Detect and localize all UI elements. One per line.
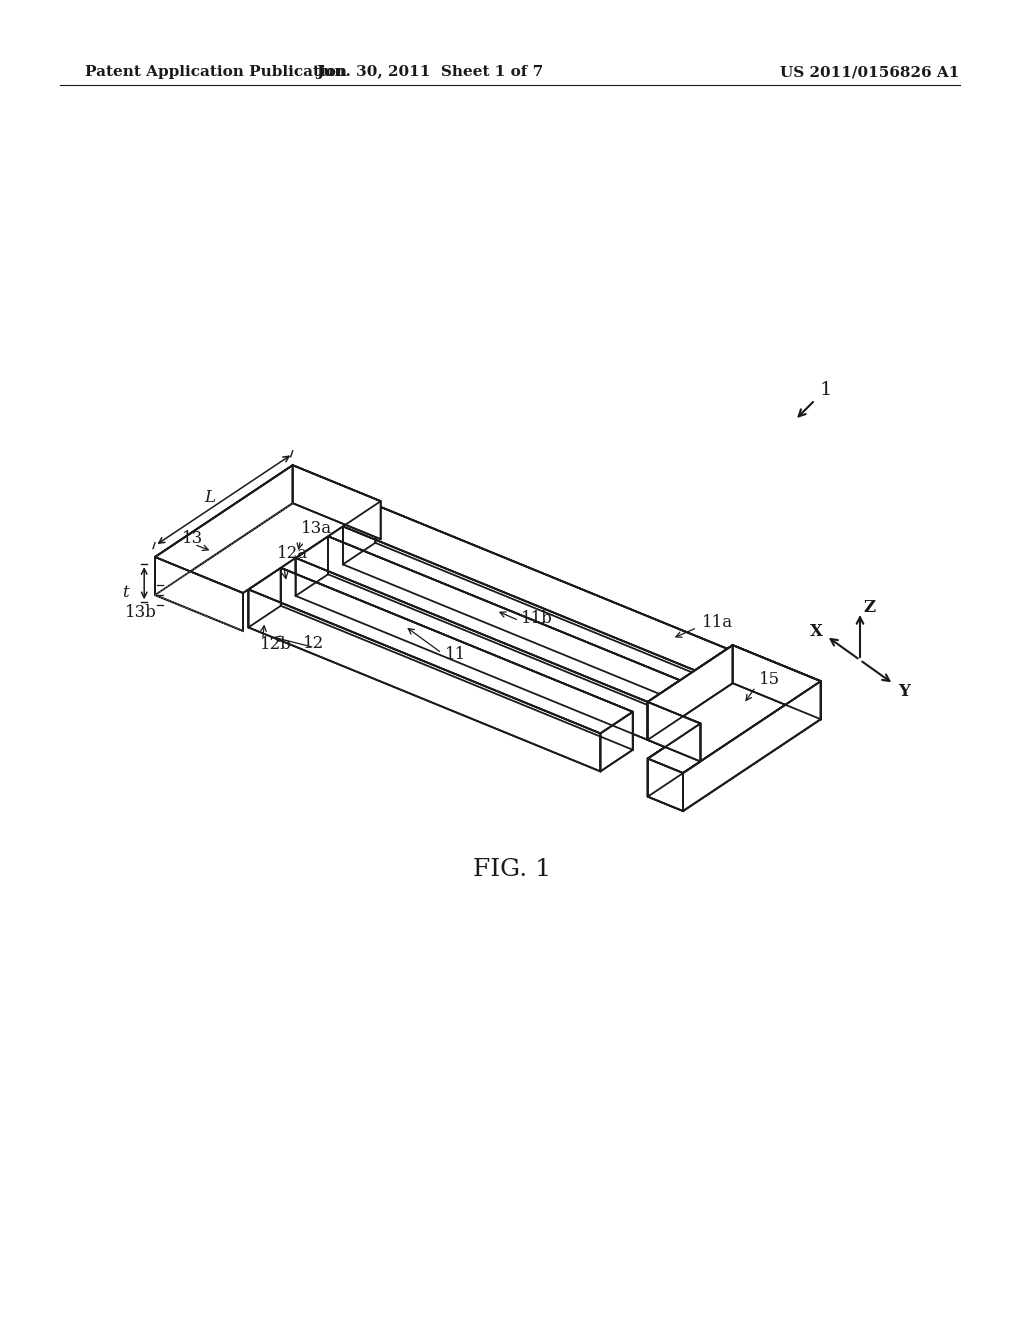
Polygon shape [376,504,727,686]
Text: L: L [205,488,216,506]
Polygon shape [733,645,820,719]
Text: 13a: 13a [301,520,332,537]
Polygon shape [647,645,733,741]
Text: Z: Z [864,598,877,615]
Polygon shape [155,465,381,593]
Text: 11a: 11a [702,614,733,631]
Polygon shape [343,504,727,671]
Text: 13: 13 [182,531,204,548]
Text: US 2011/0156826 A1: US 2011/0156826 A1 [780,65,959,79]
Polygon shape [281,568,633,750]
Polygon shape [647,645,733,741]
Polygon shape [647,680,680,741]
Polygon shape [293,465,381,539]
Polygon shape [249,590,600,771]
Polygon shape [683,681,820,810]
Polygon shape [296,536,328,595]
Polygon shape [647,645,820,774]
Polygon shape [155,465,293,595]
Text: Patent Application Publication: Patent Application Publication [85,65,347,79]
Polygon shape [647,702,700,762]
Text: 12b: 12b [260,636,292,652]
Polygon shape [648,723,700,796]
Polygon shape [648,759,683,810]
Text: 1: 1 [820,381,833,399]
Polygon shape [155,557,243,631]
Polygon shape [296,536,680,702]
Text: 12: 12 [303,635,324,652]
Polygon shape [647,645,820,774]
Text: Jun. 30, 2011  Sheet 1 of 7: Jun. 30, 2011 Sheet 1 of 7 [316,65,544,79]
Text: t: t [123,583,129,601]
Polygon shape [647,702,700,762]
Text: 11b: 11b [521,610,553,627]
Text: 12a: 12a [276,545,308,561]
Text: 13b: 13b [125,605,157,620]
Polygon shape [296,558,647,741]
Text: X: X [810,623,823,639]
Polygon shape [328,536,680,718]
Polygon shape [648,759,683,810]
Polygon shape [343,504,376,565]
Polygon shape [648,723,700,796]
Text: FIG. 1: FIG. 1 [473,858,551,882]
Text: 15: 15 [759,671,779,688]
Text: Y: Y [898,684,909,701]
Polygon shape [683,681,820,810]
Text: 11: 11 [444,645,466,663]
Polygon shape [600,711,633,771]
Polygon shape [733,645,820,719]
Polygon shape [249,568,281,627]
Polygon shape [249,568,633,734]
Polygon shape [343,527,695,709]
Polygon shape [695,649,727,709]
